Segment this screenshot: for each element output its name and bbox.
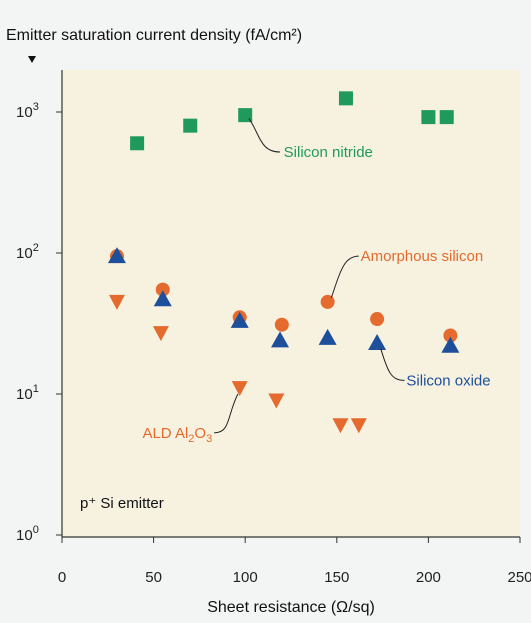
data-point-triangle-up [153, 290, 172, 307]
annotation-amorphous-silicon: Amorphous silicon [361, 248, 484, 265]
y-tick-label: 101 [16, 383, 39, 403]
data-point-triangle-up [318, 328, 337, 345]
x-tick-label: 250 [507, 569, 531, 586]
x-tick-label: 200 [416, 569, 441, 586]
data-point-square [421, 110, 436, 125]
data-point-triangle-up [271, 331, 290, 348]
data-point-circle [320, 294, 335, 309]
leader-silicon-oxide [380, 348, 405, 381]
chart-title: Emitter saturation current density (fA/c… [6, 27, 302, 44]
ticks: 0 50 100 150 200 250 100 101 102 103 [16, 101, 531, 586]
data-point-triangle-down [350, 418, 367, 434]
y-axis-arrow-icon [28, 56, 36, 63]
data-point-square [183, 118, 198, 133]
data-point-triangle-down [152, 326, 169, 342]
data-point-triangle-down [332, 418, 349, 434]
panel-label: p⁺ Si emitter [80, 495, 164, 512]
data-point-triangle-down [108, 294, 125, 310]
y-tick-label: 100 [16, 524, 39, 544]
series-silicon-oxide [107, 247, 460, 353]
annotation-silicon-nitride: Silicon nitride [284, 144, 373, 161]
axes [61, 70, 520, 538]
leader-amorphous-silicon [330, 255, 359, 299]
data-point-square [338, 91, 353, 106]
leader-ald-al2o3 [214, 393, 239, 434]
data-point-square [130, 136, 145, 151]
y-tick-label: 103 [16, 101, 39, 121]
data-point-triangle-down [231, 381, 248, 397]
x-tick-label: 50 [145, 569, 162, 586]
data-point-triangle-up [441, 336, 460, 353]
data-point-circle [370, 312, 385, 327]
series-ald-al-o- [108, 294, 367, 434]
data-point-circle [155, 282, 170, 297]
series-layer [107, 91, 460, 434]
x-axis-label: Sheet resistance (Ω/sq) [207, 599, 375, 616]
data-point-circle [274, 317, 289, 332]
data-point-triangle-down [268, 393, 285, 409]
x-tick-label: 150 [324, 569, 349, 586]
annotation-silicon-oxide: Silicon oxide [406, 372, 490, 389]
annotation-layer: Silicon nitride Amorphous silicon Silicon … [142, 118, 491, 445]
y-tick-label: 102 [16, 242, 39, 262]
data-point-triangle-up [230, 311, 249, 328]
data-point-circle [443, 328, 458, 343]
x-tick-label: 0 [58, 569, 66, 586]
leader-silicon-nitride [248, 118, 281, 153]
annotation-ald-al2o3: ALD Al2O3 [142, 425, 212, 445]
x-tick-label: 100 [233, 569, 258, 586]
data-point-triangle-up [107, 247, 126, 264]
data-point-triangle-up [368, 333, 387, 350]
data-point-square [439, 110, 454, 125]
